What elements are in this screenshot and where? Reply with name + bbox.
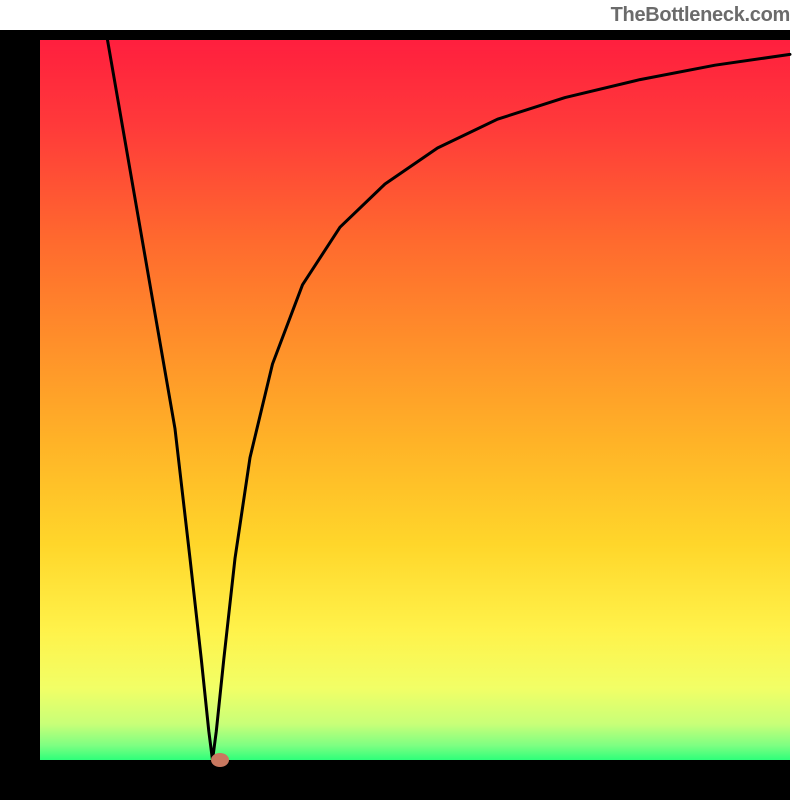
chart-container: { "watermark": { "text": "TheBottleneck.… <box>0 0 800 800</box>
watermark-text: TheBottleneck.com <box>611 4 790 27</box>
border-top <box>0 30 790 40</box>
bottleneck-curve <box>108 40 791 760</box>
chart-svg <box>0 0 800 800</box>
border-bottom <box>0 760 790 800</box>
border-left <box>0 30 40 800</box>
optimal-point-marker <box>211 753 229 767</box>
